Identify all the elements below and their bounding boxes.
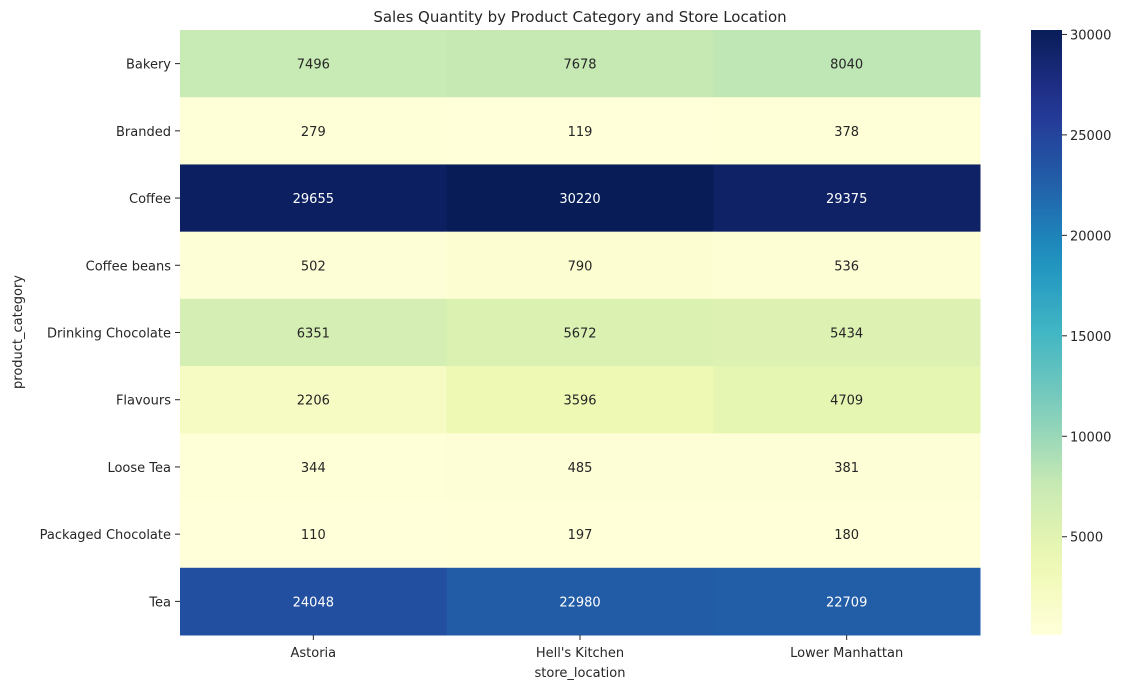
- heatmap-cell: [446, 433, 714, 502]
- heatmap-cell: [180, 500, 448, 569]
- heatmap-cell: [713, 97, 981, 165]
- y-tick-label: Branded: [116, 125, 171, 140]
- heatmap-cell: [446, 298, 714, 367]
- colorbar-tick-label: 10000: [1070, 430, 1111, 445]
- heatmap-cell: [713, 433, 981, 502]
- colorbar-gradient: [1031, 30, 1062, 635]
- heatmap-cell: [446, 500, 714, 569]
- heatmap-cell: [446, 567, 714, 636]
- x-tick-label: Lower Manhattan: [790, 646, 903, 661]
- heatmap-cell: [713, 30, 981, 98]
- x-tick-label: Astoria: [291, 646, 337, 661]
- cell-value-label: 29375: [826, 192, 867, 207]
- heatmap-cell: [180, 433, 448, 502]
- colorbar-tick-label: 25000: [1070, 129, 1111, 144]
- cell-value-label: 197: [568, 528, 593, 543]
- cell-value-label: 279: [301, 125, 326, 140]
- cell-value-label: 24048: [293, 595, 334, 610]
- colorbar: 5000 10000 15000 20000 25000 30000: [1031, 28, 1111, 635]
- cell-value-label: 790: [568, 259, 593, 274]
- x-tick-labels: Astoria Hell's Kitchen Lower Manhattan: [291, 635, 903, 661]
- cell-value-label: 8040: [830, 58, 863, 73]
- y-tick-label: Flavours: [116, 394, 171, 409]
- heatmap-cell: [446, 30, 714, 98]
- cell-value-label: 7678: [563, 58, 596, 73]
- cell-value-label: 485: [568, 461, 593, 476]
- colorbar-tick-label: 15000: [1070, 330, 1111, 345]
- cell-value-label: 5672: [563, 327, 596, 342]
- cell-value-label: 30220: [559, 192, 600, 207]
- chart-title: Sales Quantity by Product Category and S…: [373, 8, 786, 26]
- y-tick-label: Coffee: [129, 192, 171, 207]
- heatmap-cell: [180, 97, 448, 165]
- heatmap-cell: [713, 500, 981, 569]
- cell-value-label: 110: [301, 528, 326, 543]
- y-tick-label: Tea: [148, 595, 171, 610]
- y-tick-labels: Bakery Branded Coffee Coffee beans Drinking …: [40, 58, 180, 610]
- heatmap-cell: [446, 231, 714, 300]
- cell-value-label: 3596: [563, 394, 596, 409]
- cell-value-label: 2206: [297, 394, 330, 409]
- heatmap-cell: [180, 164, 448, 233]
- heatmap-cells: 7496 7678 8040 279 119 378 29655 30220 29375 502 7…: [180, 30, 981, 636]
- cell-value-label: 119: [568, 125, 593, 140]
- heatmap-cell: [180, 231, 448, 300]
- heatmap-cell: [446, 97, 714, 165]
- y-tick-label: Coffee beans: [86, 259, 172, 274]
- cell-value-label: 381: [834, 461, 859, 476]
- cell-value-label: 536: [834, 259, 859, 274]
- colorbar-ticks: 5000 10000 15000 20000 25000 30000: [1062, 28, 1111, 546]
- y-tick-label: Drinking Chocolate: [47, 327, 171, 342]
- y-tick-label: Bakery: [126, 58, 171, 73]
- heatmap-cell: [180, 567, 448, 636]
- cell-value-label: 5434: [830, 327, 863, 342]
- x-tick-label: Hell's Kitchen: [536, 646, 624, 661]
- heatmap-cell: [713, 231, 981, 300]
- cell-value-label: 6351: [297, 327, 330, 342]
- cell-value-label: 7496: [297, 58, 330, 73]
- colorbar-tick-label: 30000: [1070, 28, 1111, 43]
- colorbar-tick-label: 20000: [1070, 229, 1111, 244]
- heatmap-cell: [180, 298, 448, 367]
- cell-value-label: 22709: [826, 595, 867, 610]
- y-axis-label: product_category: [11, 275, 26, 389]
- heatmap-cell: [713, 298, 981, 367]
- cell-value-label: 22980: [559, 595, 600, 610]
- heatmap-cell: [446, 366, 714, 434]
- y-tick-label: Loose Tea: [107, 461, 171, 476]
- heatmap-cell: [713, 164, 981, 233]
- heatmap-cell: [713, 366, 981, 434]
- heatmap-cell: [446, 164, 714, 233]
- cell-value-label: 180: [834, 528, 859, 543]
- x-axis-label: store_location: [535, 666, 626, 681]
- heatmap-cell: [180, 366, 448, 434]
- y-tick-label: Packaged Chocolate: [40, 528, 171, 543]
- cell-value-label: 29655: [293, 192, 334, 207]
- heatmap-cell: [180, 30, 448, 98]
- cell-value-label: 378: [834, 125, 859, 140]
- cell-value-label: 4709: [830, 394, 863, 409]
- heatmap-cell: [713, 567, 981, 636]
- cell-value-label: 502: [301, 259, 326, 274]
- colorbar-tick-label: 5000: [1070, 531, 1103, 546]
- cell-value-label: 344: [301, 461, 326, 476]
